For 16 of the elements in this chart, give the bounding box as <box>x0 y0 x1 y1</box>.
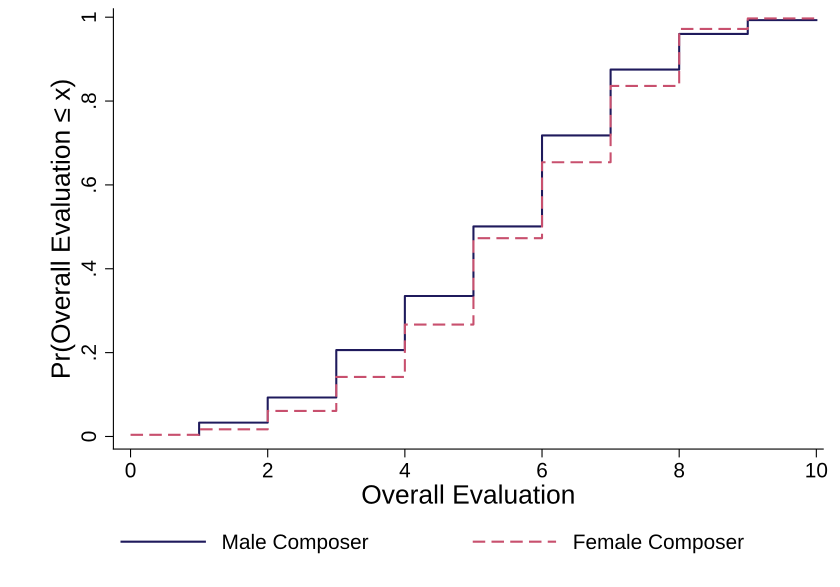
y-tick-label: 1 <box>82 12 96 22</box>
x-tick-label: 2 <box>262 462 272 478</box>
y-axis-title: Pr(Overall Evaluation ≤ x) <box>50 80 76 377</box>
y-tick-label: .6 <box>81 177 96 192</box>
x-tick-label: 6 <box>537 462 547 478</box>
legend-label: Female Composer <box>574 534 744 554</box>
x-tick-label: 4 <box>400 463 410 478</box>
x-tick-label: 0 <box>126 462 136 478</box>
x-axis-title: Overall Evaluation <box>362 484 574 504</box>
x-tick-label: 8 <box>674 462 684 478</box>
y-tick-label: .2 <box>81 344 96 360</box>
y-tick-label: 0 <box>81 432 96 442</box>
y-tick-label: .8 <box>81 93 96 108</box>
legend-label: Male Composer <box>223 534 368 554</box>
x-tick-label: 10 <box>806 462 828 478</box>
y-tick-label: .4 <box>82 260 96 276</box>
